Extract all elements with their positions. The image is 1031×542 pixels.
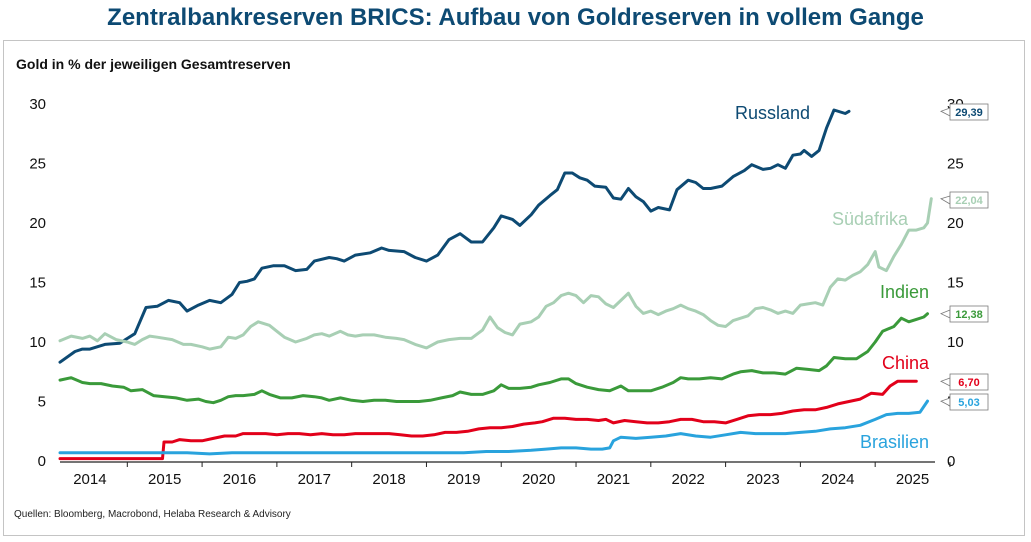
- end-value-label-südafrika: 22,04: [955, 195, 983, 207]
- y-tick-label-left: 25: [29, 156, 46, 173]
- series-line-indien: [58, 312, 929, 405]
- x-tick-label: 2015: [148, 471, 181, 488]
- end-value-label-russland: 29,39: [955, 107, 983, 119]
- x-tick-label: 2021: [597, 471, 630, 488]
- end-value-box-russland: [949, 103, 989, 121]
- x-tick-label: 2025: [896, 471, 929, 488]
- x-tick-label: 2016: [223, 471, 256, 488]
- y-tick-label-left: 20: [29, 215, 46, 232]
- x-tick-label: 2024: [821, 471, 854, 488]
- series-line-russland: [58, 108, 851, 364]
- end-value-pointer-russland: [940, 107, 951, 117]
- end-value-box-südafrika: [949, 191, 989, 209]
- y-tick-label-right: 20: [947, 215, 964, 232]
- end-value-box-indien: [949, 305, 989, 323]
- y-tick-label-right: 10: [947, 334, 964, 351]
- x-tick-label: 2019: [447, 471, 480, 488]
- end-value-label-china: 6,70: [958, 377, 979, 389]
- end-value-box-brasilien: [949, 393, 989, 411]
- end-value-label-indien: 12,38: [955, 309, 983, 321]
- series-name-label-brasilien: Brasilien: [860, 432, 929, 452]
- y-tick-label-left: 10: [29, 334, 46, 351]
- end-value-label-brasilien: 5,03: [958, 397, 979, 409]
- x-tick-label: 2023: [746, 471, 779, 488]
- end-value-pointer-südafrika: [940, 195, 951, 205]
- x-tick-label: 2014: [73, 471, 106, 488]
- series-name-label-russland: Russland: [735, 103, 810, 123]
- y-axis-label: Gold in % der jeweiligen Gesamtreserven: [16, 56, 291, 72]
- chart-frame: [3, 40, 1025, 536]
- series-line-china: [58, 379, 918, 461]
- series-line-südafrika: [58, 197, 933, 351]
- x-tick-label: 2017: [298, 471, 331, 488]
- y-tick-label-left: 5: [38, 394, 46, 411]
- end-value-pointer-indien: [940, 309, 951, 319]
- y-tick-label-left: 15: [29, 275, 46, 292]
- y-tick-label-left: 30: [29, 96, 46, 113]
- series-name-label-südafrika: Südafrika: [832, 209, 909, 229]
- end-value-pointer-brasilien: [940, 397, 951, 407]
- y-tick-label-right: 25: [947, 156, 964, 173]
- series-name-label-china: China: [882, 353, 930, 373]
- end-value-pointer-china: [940, 377, 951, 387]
- y-tick-label-right: 0: [947, 453, 955, 470]
- source-note: Quellen: Bloomberg, Macrobond, Helaba Re…: [14, 509, 291, 520]
- series-line-brasilien: [58, 399, 929, 456]
- y-tick-label-left: 0: [38, 453, 46, 470]
- x-tick-label: 2018: [372, 471, 405, 488]
- x-tick-label: 2020: [522, 471, 555, 488]
- end-value-box-china: [949, 373, 989, 391]
- series-name-label-indien: Indien: [880, 282, 929, 302]
- y-tick-label-right: 15: [947, 275, 964, 292]
- chart-title: Zentralbankreserven BRICS: Aufbau von Go…: [107, 4, 924, 31]
- x-tick-label: 2022: [672, 471, 705, 488]
